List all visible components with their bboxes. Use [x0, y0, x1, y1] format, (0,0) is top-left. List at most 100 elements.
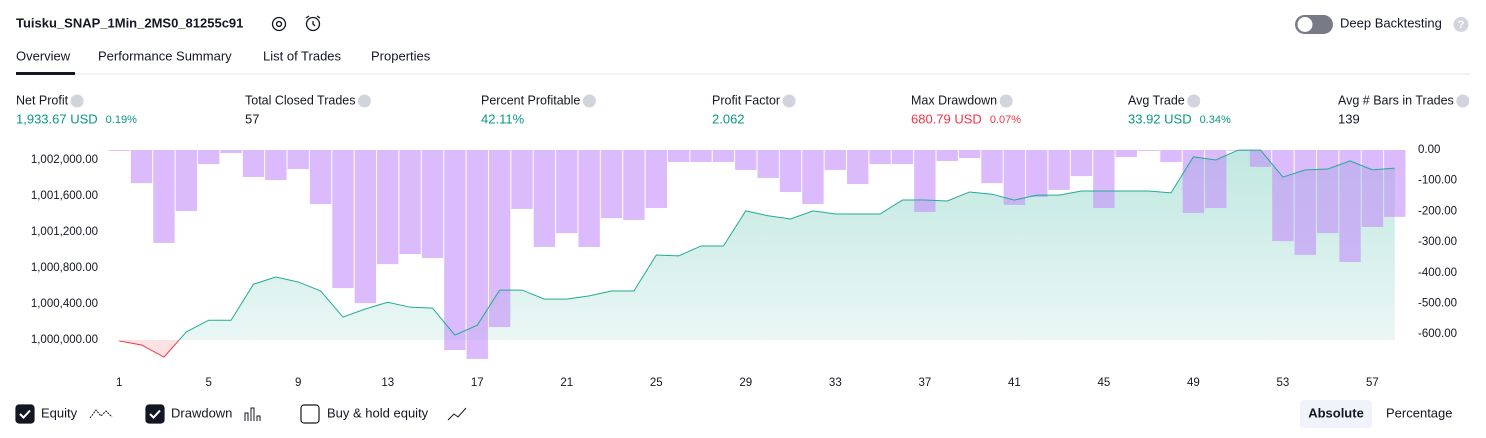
tab-separator — [16, 73, 1470, 75]
drawdown-bar — [847, 150, 869, 185]
settings-icon[interactable] — [271, 16, 287, 32]
info-icon — [1456, 94, 1470, 108]
help-icon[interactable]: ? — [1453, 17, 1469, 32]
drawdown-bar — [1384, 150, 1406, 217]
toggle-label: Deep Backtesting — [1340, 15, 1442, 30]
drawdown-bar — [1070, 150, 1093, 177]
drawdown-bar — [1182, 150, 1205, 213]
drawdown-bar — [981, 150, 1003, 184]
metric-percent: 0.34% — [1200, 114, 1231, 126]
metric-label: Profit Factor — [712, 93, 780, 107]
info-icon — [70, 94, 84, 108]
metric-label: Max Drawdown — [911, 93, 997, 107]
tab[interactable]: List of Trades — [263, 48, 342, 63]
legend-label: Buy & hold equity — [327, 405, 429, 420]
x-tick-label: 25 — [650, 377, 663, 389]
drawdown-bar — [444, 150, 466, 351]
legend-label: Drawdown — [171, 405, 232, 420]
svg-text:?: ? — [1458, 19, 1465, 31]
metric-label: Percent Profitable — [481, 93, 580, 107]
tab[interactable]: Properties — [371, 48, 431, 63]
metric-value: 2.062 — [712, 111, 745, 126]
strategy-title: Tuisku_SNAP_1Min_2MS0_81255c91 — [16, 15, 243, 30]
drawdown-bar — [824, 150, 847, 170]
drawdown-bar — [891, 150, 914, 165]
drawdown-bar — [1361, 150, 1384, 228]
checkmark — [149, 409, 161, 419]
drawdown-bar — [287, 150, 309, 170]
metric-label: Avg Trade — [1128, 93, 1185, 107]
y-tick-label: 1,001,600.00 — [31, 190, 98, 202]
drawdown-bar — [1048, 150, 1070, 190]
metric-value: 42.11% — [481, 111, 525, 126]
x-tick-label: 13 — [381, 377, 394, 389]
info-icon — [582, 94, 596, 108]
drawdown-bar — [511, 150, 533, 209]
drawdown-bar — [802, 150, 824, 204]
checkbox[interactable] — [145, 404, 165, 424]
metric-percent: 0.19% — [106, 114, 137, 126]
drawdown-bar — [1003, 150, 1026, 205]
x-tick-label: 45 — [1097, 377, 1110, 389]
x-tick-label: 21 — [560, 377, 573, 389]
drawdown-bar — [399, 150, 421, 255]
tab[interactable]: Performance Summary — [98, 48, 232, 63]
x-tick-label: 53 — [1277, 377, 1290, 389]
y2-tick-label: -200.00 — [1418, 205, 1457, 217]
y-tick-label: 1,002,000.00 — [31, 154, 98, 166]
alert-icon[interactable] — [305, 15, 321, 32]
x-tick-label: 37 — [918, 377, 931, 389]
drawdown-bar — [1316, 150, 1339, 234]
metric-value: 57 — [245, 111, 259, 126]
metric-label: Net Profit — [16, 93, 69, 107]
drawdown-bar — [1249, 150, 1272, 167]
x-tick-label: 29 — [739, 377, 752, 389]
drawdown-bar — [645, 150, 667, 208]
drawdown-bar — [242, 150, 265, 177]
drawdown-bar — [1115, 150, 1137, 158]
drawdown-bar — [466, 150, 488, 359]
x-tick-label: 49 — [1187, 377, 1200, 389]
drawdown-bar — [958, 150, 981, 158]
drawdown-bar — [578, 150, 600, 247]
deep-backtesting-toggle[interactable] — [1295, 15, 1333, 34]
y-tick-label: 1,000,800.00 — [31, 262, 98, 274]
drawdown-icon — [244, 407, 261, 421]
drawdown-bar — [309, 150, 332, 204]
drawdown-bar — [1272, 150, 1294, 242]
checkmark — [19, 409, 31, 419]
info-icon — [999, 94, 1013, 108]
tab[interactable]: Overview — [16, 48, 71, 63]
drawdown-bar — [914, 150, 936, 212]
drawdown-bar — [488, 150, 511, 328]
drawdown-bar — [421, 150, 444, 258]
mode-button[interactable]: Percentage — [1386, 405, 1453, 420]
x-tick-label: 33 — [829, 377, 842, 389]
y2-tick-label: -100.00 — [1418, 175, 1457, 187]
active-tab-underline — [16, 72, 75, 75]
drawdown-bar — [1093, 150, 1115, 208]
y2-tick-label: 0.00 — [1418, 144, 1440, 156]
y-tick-label: 1,000,000.00 — [31, 334, 98, 346]
drawdown-bar — [712, 150, 735, 162]
drawdown-bar — [1026, 150, 1048, 197]
drawdown-bar — [198, 150, 220, 165]
drawdown-bar — [108, 150, 130, 151]
drawdown-bar — [130, 150, 153, 184]
drawdown-bar — [1137, 150, 1160, 151]
drawdown-bar — [220, 150, 242, 154]
y-tick-label: 1,000,400.00 — [31, 298, 98, 310]
x-tick-label: 5 — [206, 377, 212, 389]
x-tick-label: 41 — [1008, 377, 1021, 389]
drawdown-bar — [1294, 150, 1316, 255]
checkbox[interactable] — [15, 404, 35, 424]
drawdown-bar — [153, 150, 175, 243]
checkbox[interactable] — [300, 404, 320, 424]
drawdown-bar — [354, 150, 377, 304]
drawdown-bar — [175, 150, 198, 212]
mode-button-bg — [1300, 400, 1372, 428]
mode-button[interactable]: Absolute — [1308, 405, 1364, 420]
drawdown-bar — [332, 150, 354, 289]
